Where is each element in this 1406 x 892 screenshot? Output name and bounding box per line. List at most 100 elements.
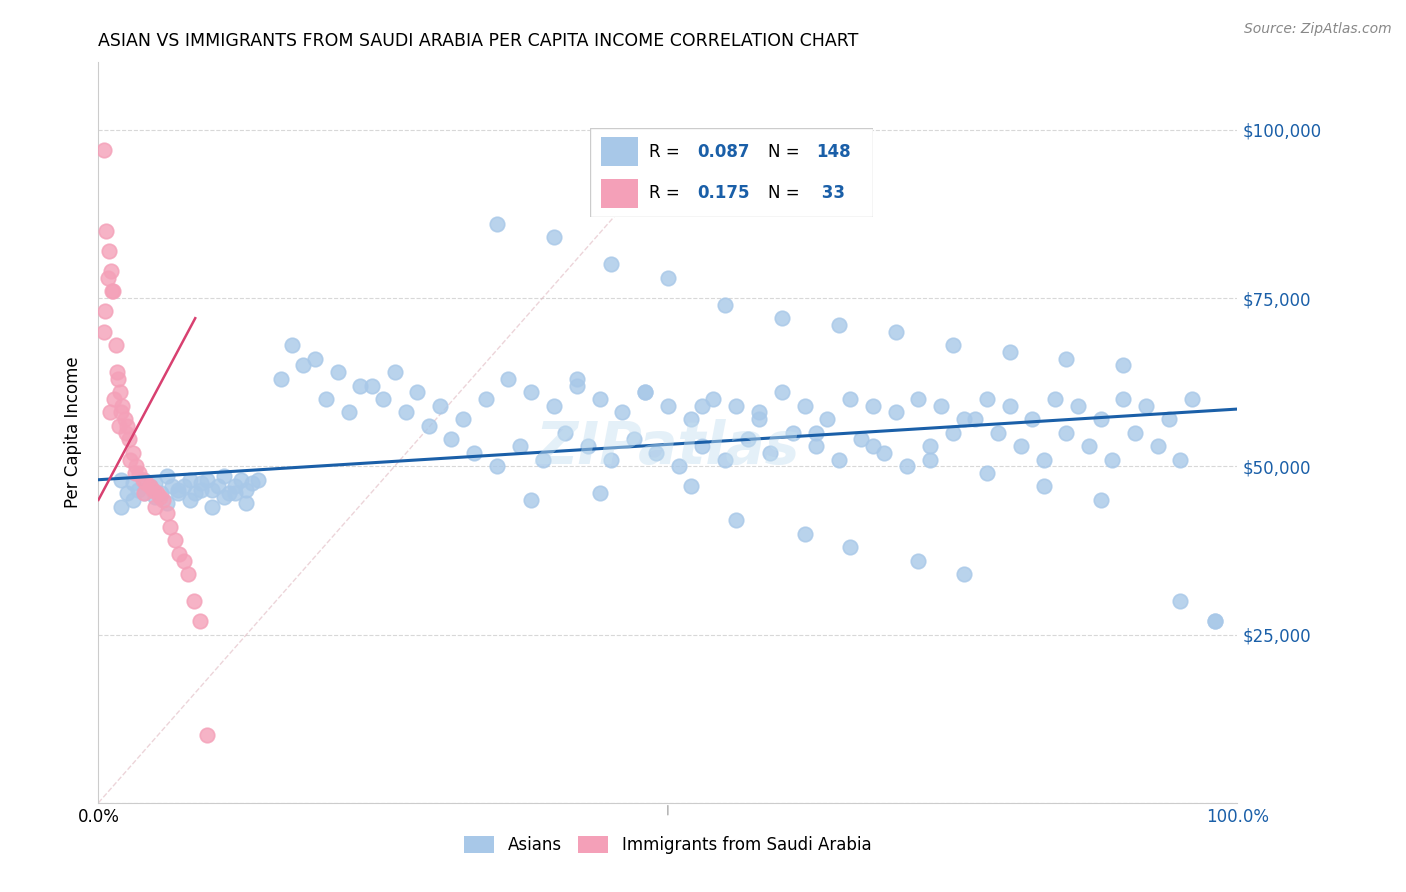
Point	[634, 385, 657, 400]
Point	[145, 476, 167, 491]
Point	[1123, 425, 1146, 440]
Point	[520, 492, 543, 507]
Point	[1032, 479, 1054, 493]
Point	[634, 385, 657, 400]
Point	[246, 473, 269, 487]
Point	[97, 244, 120, 258]
Point	[124, 466, 146, 480]
Point	[360, 378, 382, 392]
Point	[101, 285, 124, 299]
Point	[224, 486, 246, 500]
Point	[770, 311, 793, 326]
Point	[942, 338, 965, 352]
Point	[1170, 594, 1192, 608]
Point	[714, 298, 737, 312]
Point	[1112, 392, 1135, 406]
Text: N =: N =	[768, 184, 806, 202]
Point	[145, 486, 167, 500]
Point	[110, 500, 132, 514]
Point	[759, 446, 782, 460]
Text: N =: N =	[768, 143, 806, 161]
Point	[612, 405, 634, 419]
Point	[94, 304, 117, 318]
Point	[349, 378, 371, 392]
Point	[183, 594, 205, 608]
Point	[793, 526, 815, 541]
Point	[218, 486, 240, 500]
Point	[292, 359, 315, 373]
Point	[942, 425, 965, 440]
Point	[565, 378, 588, 392]
Point	[281, 338, 304, 352]
Point	[576, 439, 599, 453]
Point	[679, 479, 702, 493]
Point	[110, 405, 132, 419]
Point	[1043, 392, 1066, 406]
Legend: Asians, Immigrants from Saudi Arabia: Asians, Immigrants from Saudi Arabia	[457, 830, 879, 861]
Point	[1054, 425, 1078, 440]
Point	[1090, 492, 1112, 507]
Point	[270, 372, 292, 386]
Point	[884, 405, 907, 419]
Point	[498, 372, 520, 386]
Point	[121, 492, 143, 507]
Point	[212, 490, 235, 504]
Point	[156, 496, 179, 510]
Text: ZIPatlas: ZIPatlas	[536, 419, 800, 476]
Point	[657, 399, 679, 413]
Point	[195, 473, 218, 487]
Point	[150, 486, 173, 500]
Point	[429, 399, 451, 413]
Point	[371, 392, 394, 406]
Point	[1181, 392, 1204, 406]
Point	[169, 547, 191, 561]
Point	[965, 412, 987, 426]
Point	[918, 439, 941, 453]
Point	[229, 473, 252, 487]
FancyBboxPatch shape	[602, 136, 638, 166]
Point	[1021, 412, 1043, 426]
Point	[121, 476, 143, 491]
Point	[108, 418, 131, 433]
Point	[804, 425, 827, 440]
Point	[224, 479, 246, 493]
Point	[115, 486, 138, 500]
Point	[998, 344, 1021, 359]
Point	[714, 452, 737, 467]
Point	[770, 385, 793, 400]
Point	[1146, 439, 1168, 453]
Point	[188, 614, 211, 628]
Point	[118, 433, 141, 447]
Point	[976, 466, 998, 480]
Point	[554, 425, 576, 440]
Point	[623, 433, 645, 447]
Point	[173, 479, 195, 493]
Point	[782, 425, 804, 440]
Point	[1032, 452, 1054, 467]
Point	[103, 392, 125, 406]
Point	[828, 318, 851, 332]
Point	[167, 486, 190, 500]
Point	[998, 399, 1021, 413]
Point	[103, 285, 125, 299]
Point	[907, 392, 929, 406]
Point	[987, 425, 1010, 440]
Text: 148: 148	[817, 143, 851, 161]
Point	[406, 385, 429, 400]
Text: 33: 33	[817, 184, 845, 202]
Point	[896, 459, 918, 474]
Point	[1101, 452, 1123, 467]
Point	[509, 439, 531, 453]
Point	[235, 483, 257, 497]
Point	[804, 439, 827, 453]
Y-axis label: Per Capita Income: Per Capita Income	[65, 357, 83, 508]
Point	[645, 446, 668, 460]
Point	[588, 486, 610, 500]
Point	[128, 466, 150, 480]
Point	[121, 446, 143, 460]
Point	[657, 270, 679, 285]
Point	[486, 459, 509, 474]
Point	[463, 446, 485, 460]
Point	[384, 365, 406, 379]
Point	[1078, 439, 1101, 453]
